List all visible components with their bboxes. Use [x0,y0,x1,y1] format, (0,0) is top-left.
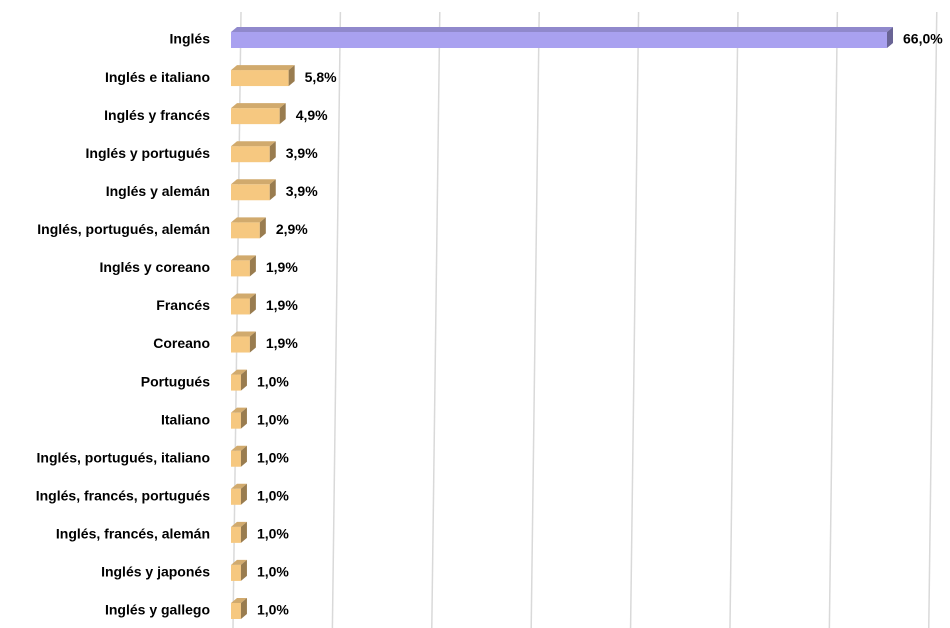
category-label: Inglés, francés, alemán [56,526,210,542]
bar-top [231,293,256,299]
bar-side [240,521,247,543]
value-label: 66,0% [903,31,943,47]
bar [231,564,241,581]
bar-top [231,103,286,109]
value-label: 3,9% [286,145,318,161]
bar [231,108,280,125]
bar-side [240,483,247,505]
bar [231,488,241,505]
grid-line [928,11,938,628]
bar [231,260,250,277]
value-label: 1,0% [257,449,289,465]
bar-side [249,293,256,315]
category-label: Inglés y alemán [106,183,210,199]
bar-top [231,521,247,527]
category-label: Inglés [170,31,211,47]
value-label: 5,8% [305,69,337,85]
bar-side [279,103,286,125]
bar [231,450,241,467]
grid-line [828,11,839,628]
bar-top [231,369,247,375]
grid-line [729,11,739,628]
bar-top [231,559,247,565]
bar [231,184,270,201]
bar-top [231,217,266,223]
category-label: Inglés y japonés [101,564,210,580]
bar [231,412,241,429]
value-label: 3,9% [286,183,318,199]
bar-top [231,179,276,185]
bar-side [240,369,247,391]
bar-side [288,65,295,87]
bar [231,298,250,315]
category-label: Inglés y francés [104,107,210,123]
category-label: Inglés y portugués [86,145,211,161]
value-label: 1,0% [257,373,289,389]
bar-top [231,65,295,71]
bar-side [259,217,266,239]
bar-side [240,559,247,581]
bar-top [231,407,247,413]
bar-side [240,598,247,619]
bar-side [240,445,247,467]
category-label: Francés [156,297,210,313]
bar [231,70,289,87]
value-label: 1,9% [266,259,298,275]
bar [231,603,241,619]
value-label: 1,9% [266,335,298,351]
bar [231,146,270,163]
bar [231,374,241,391]
bar [231,336,250,353]
grid-line [530,11,540,628]
category-label: Coreano [153,335,210,351]
grid-line [629,11,640,628]
bar-side [269,141,276,163]
bar-side [240,407,247,429]
category-label: Inglés, portugués, alemán [37,221,210,237]
value-label: 1,0% [257,602,289,618]
value-label: 1,9% [266,297,298,313]
grid-line [431,11,441,628]
category-label: Inglés y gallego [105,602,210,618]
value-label: 4,9% [296,107,328,123]
bar-top [231,141,276,147]
bar-side [249,255,256,277]
bar-side [269,179,276,201]
value-label: 1,0% [257,488,289,504]
category-label: Inglés e italiano [105,69,210,85]
bar [231,32,887,48]
category-label: Inglés, francés, portugués [36,488,210,504]
bar-top [231,331,256,337]
value-label: 1,0% [257,526,289,542]
category-label: Portugués [141,373,210,389]
category-label: Italiano [161,411,210,427]
bar-top [231,483,247,489]
bar-side [249,331,256,353]
bar-side [887,27,893,48]
bar [231,222,260,239]
bar [231,526,241,543]
category-label: Inglés, portugués, italiano [37,449,210,465]
value-label: 1,0% [257,411,289,427]
bar-top [231,255,256,261]
bar-top [231,445,247,451]
bar-top [231,27,893,32]
bar-top [231,598,247,603]
category-label: Inglés y coreano [100,259,210,275]
grid-line [331,11,342,628]
value-label: 1,0% [257,564,289,580]
value-label: 2,9% [276,221,308,237]
